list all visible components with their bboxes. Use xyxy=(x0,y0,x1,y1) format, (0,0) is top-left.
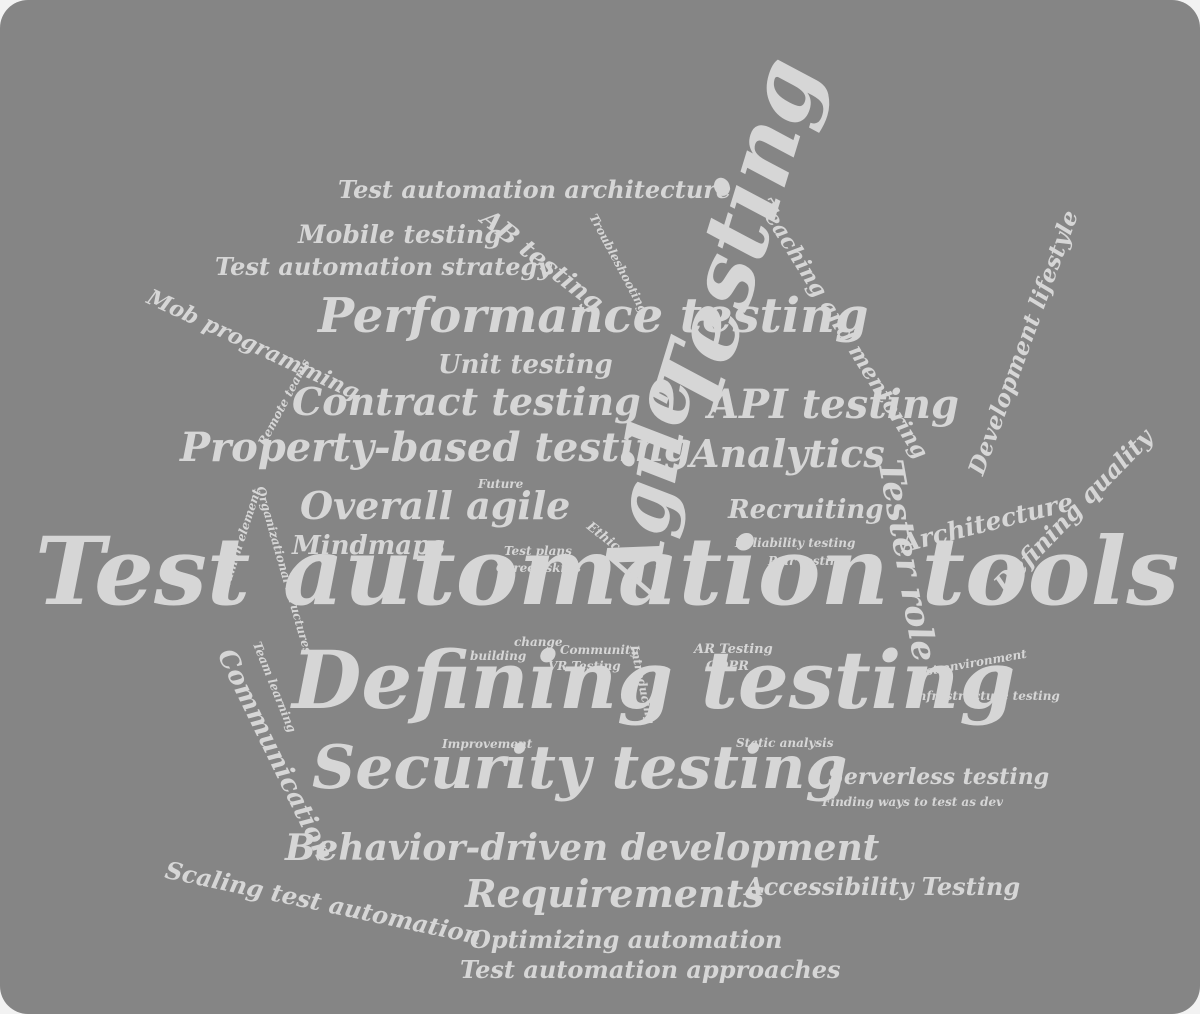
word-building: building xyxy=(470,649,527,663)
word-contract-testing: Contract testing xyxy=(292,379,641,424)
word-accessibility-testing: Accessibility Testing xyxy=(745,872,1021,901)
word-test-automation-strategy: Test automation strategy xyxy=(215,252,552,281)
word-mindmaps: Mindmaps xyxy=(292,531,445,561)
word-security-testing: Security testing xyxy=(312,733,848,803)
word-career-skills: Career skills xyxy=(496,561,581,575)
word-test-automation-approaches: Test automation approaches xyxy=(460,955,841,984)
word-requirements: Requirements xyxy=(465,871,765,916)
word-change: change xyxy=(514,635,563,649)
word-testing: Testing xyxy=(632,45,842,429)
word-ar-testing: AR Testing xyxy=(694,642,773,657)
word-optimizing-automation: Optimizing automation xyxy=(470,925,783,954)
word-recruiting: Recruiting xyxy=(728,495,884,525)
word-community: Community xyxy=(560,643,638,657)
word-test-automation-tools: Test automation tools xyxy=(35,517,1180,627)
word-property-based-testing: Property-based testing xyxy=(180,424,692,471)
word-overall-agile: Overall agile xyxy=(300,483,571,528)
word-defining-testing: Defining testing xyxy=(292,633,1016,727)
word-vr-testing: VR Testing xyxy=(548,659,621,673)
word-reliability-testing: Reliability testing xyxy=(735,536,856,550)
word-infrastructure-testing: Infrastructure testing xyxy=(912,689,1060,703)
word-analytics: Analytics xyxy=(690,431,885,476)
word-test-automation-architecture: Test automation architecture xyxy=(338,175,732,204)
word-api-testing: API testing xyxy=(708,381,959,428)
word-static-analysis: Static analysis xyxy=(736,736,834,750)
word-gdpr: GDPR xyxy=(706,659,749,674)
word-development-lifestyle: Development lifestyle xyxy=(963,206,1085,479)
word-future: Future xyxy=(478,477,524,491)
word-improvement: Improvement xyxy=(442,737,533,751)
word-finding-ways-to-test-as-dev: Finding ways to test as dev xyxy=(822,795,1004,809)
word-mobile-testing: Mobile testing xyxy=(298,220,502,249)
word-test-plans: Test plans xyxy=(504,544,572,558)
word-pair-testing: Pair testing xyxy=(768,554,847,568)
word-unit-testing: Unit testing xyxy=(438,350,613,380)
word-scaling-test-automation: Scaling test automation xyxy=(162,855,484,951)
word-serverless-testing: Serverless testing xyxy=(828,764,1050,790)
word-behavior-driven-development: Behavior-driven development xyxy=(285,827,880,869)
word-performance-testing: Performance testing xyxy=(318,288,869,344)
